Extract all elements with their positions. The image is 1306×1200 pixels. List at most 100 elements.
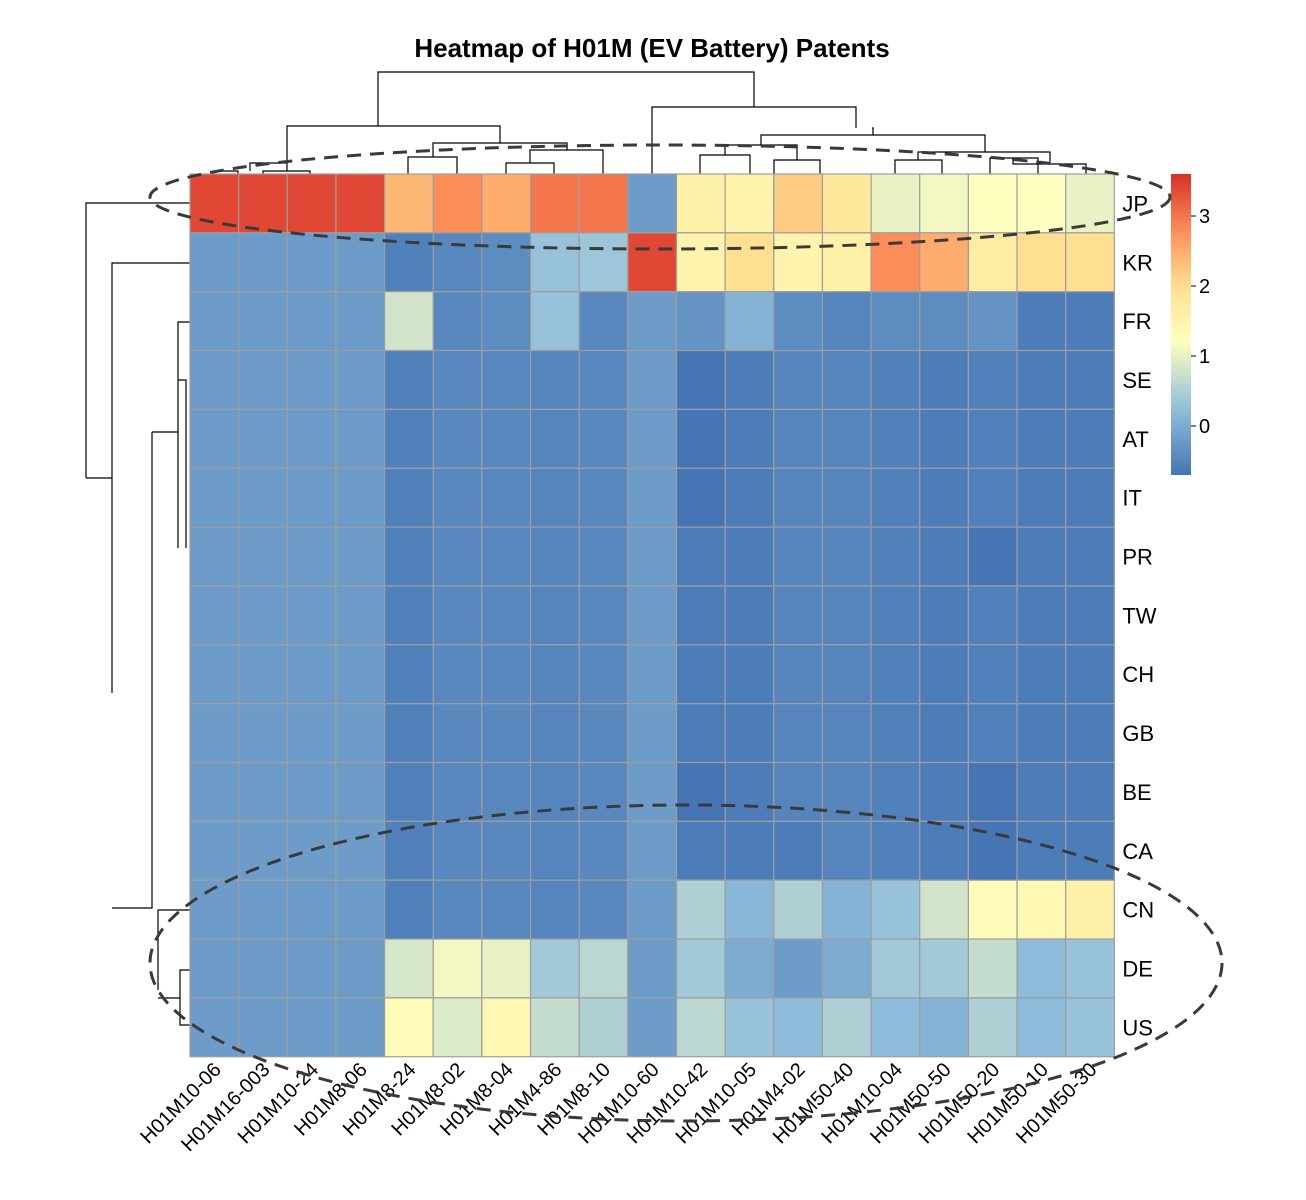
heatmap-cell-kr-2 — [287, 233, 336, 292]
heatmap-cell-se-5 — [433, 351, 482, 410]
heatmap-cell-ca-5 — [433, 821, 482, 880]
heatmap-cell-be-1 — [239, 763, 288, 822]
heatmap-cell-ch-1 — [239, 645, 288, 704]
heatmap-cell-jp-3 — [336, 174, 385, 233]
heatmap-cell-cn-12 — [774, 880, 823, 939]
row-label-de: DE — [1122, 957, 1153, 982]
column-dendrogram-branch-17 — [872, 128, 873, 135]
heatmap-cell-gb-5 — [433, 704, 482, 763]
heatmap-cell-se-15 — [920, 351, 969, 410]
heatmap-cell-kr-13 — [822, 233, 871, 292]
column-dendrogram-branch-7 — [287, 126, 500, 163]
heatmap-cell-cn-18 — [1066, 880, 1115, 939]
heatmap-cell-it-18 — [1066, 468, 1115, 527]
heatmap-cell-jp-8 — [579, 174, 628, 233]
heatmap-cell-se-14 — [871, 351, 920, 410]
heatmap-cell-de-12 — [774, 939, 823, 998]
heatmap-cell-ch-4 — [385, 645, 434, 704]
heatmap-cell-cn-13 — [822, 880, 871, 939]
heatmap-cell-ch-6 — [482, 645, 531, 704]
heatmap-cell-fr-2 — [287, 292, 336, 351]
row-label-kr: KR — [1122, 250, 1153, 275]
heatmap-cell-at-17 — [1017, 409, 1066, 468]
heatmap-cell-de-2 — [287, 939, 336, 998]
heatmap-cell-jp-9 — [628, 174, 677, 233]
row-labels: JPKRFRSEATITPRTWCHGBBECACNDEUS — [1122, 191, 1156, 1040]
row-dendrogram-branch-6 — [158, 910, 190, 990]
heatmap-cell-it-0 — [190, 468, 239, 527]
heatmap-cell-us-13 — [822, 998, 871, 1057]
heatmap-cell-de-16 — [968, 939, 1017, 998]
heatmap-cell-kr-11 — [725, 233, 774, 292]
heatmap-cell-fr-8 — [579, 292, 628, 351]
heatmap-cell-tw-0 — [190, 586, 239, 645]
heatmap-cell-it-7 — [531, 468, 580, 527]
heatmap-cell-jp-18 — [1066, 174, 1115, 233]
row-label-ca: CA — [1122, 839, 1153, 864]
heatmap-cell-us-4 — [385, 998, 434, 1057]
legend-tick-1: 1 — [1199, 346, 1210, 368]
color-legend: 0123 — [1171, 174, 1210, 475]
heatmap-cell-pr-2 — [287, 527, 336, 586]
heatmap-cell-se-0 — [190, 351, 239, 410]
heatmap-cell-ch-3 — [336, 645, 385, 704]
heatmap-cell-cn-14 — [871, 880, 920, 939]
heatmap-cell-us-12 — [774, 998, 823, 1057]
heatmap-cell-jp-5 — [433, 174, 482, 233]
heatmap-cell-tw-18 — [1066, 586, 1115, 645]
chart-title: Heatmap of H01M (EV Battery) Patents — [414, 33, 889, 63]
heatmap-cell-ch-8 — [579, 645, 628, 704]
heatmap-cell-at-11 — [725, 409, 774, 468]
heatmap-cell-at-16 — [968, 409, 1017, 468]
heatmap-cell-jp-16 — [968, 174, 1017, 233]
heatmap-cell-pr-16 — [968, 527, 1017, 586]
heatmap-cell-tw-14 — [871, 586, 920, 645]
heatmap-cell-pr-7 — [531, 527, 580, 586]
heatmap-cell-kr-3 — [336, 233, 385, 292]
heatmap-cell-be-11 — [725, 763, 774, 822]
heatmap-cell-cn-2 — [287, 880, 336, 939]
column-labels: H01M10-06H01M16-003H01M10-24H01M8-06H01M… — [136, 1059, 1101, 1156]
heatmap-cell-gb-14 — [871, 704, 920, 763]
heatmap-cell-cn-4 — [385, 880, 434, 939]
heatmap-cell-jp-14 — [871, 174, 920, 233]
heatmap-cell-ca-6 — [482, 821, 531, 880]
heatmap-cell-gb-12 — [774, 704, 823, 763]
heatmap-cell-cn-6 — [482, 880, 531, 939]
heatmap-cell-se-1 — [239, 351, 288, 410]
heatmap-cell-us-9 — [628, 998, 677, 1057]
heatmap-cell-de-7 — [531, 939, 580, 998]
heatmap-cell-jp-4 — [385, 174, 434, 233]
heatmap-cell-pr-17 — [1017, 527, 1066, 586]
heatmap-cell-ca-12 — [774, 821, 823, 880]
column-dendrogram-branch-16 — [761, 135, 985, 152]
heatmap-cell-de-18 — [1066, 939, 1115, 998]
heatmap-cell-se-17 — [1017, 351, 1066, 410]
heatmap-cell-cn-15 — [920, 880, 969, 939]
heatmap-cell-it-14 — [871, 468, 920, 527]
heatmap-cell-us-10 — [677, 998, 726, 1057]
row-label-ch: CH — [1122, 662, 1154, 687]
heatmap-cell-ch-0 — [190, 645, 239, 704]
row-label-fr: FR — [1122, 309, 1151, 334]
heatmap-cell-gb-8 — [579, 704, 628, 763]
heatmap-cell-pr-1 — [239, 527, 288, 586]
heatmap-cell-cn-5 — [433, 880, 482, 939]
heatmap-cell-de-10 — [677, 939, 726, 998]
heatmap-cell-tw-16 — [968, 586, 1017, 645]
heatmap-cell-ca-14 — [871, 821, 920, 880]
heatmap-cell-de-15 — [920, 939, 969, 998]
heatmap-cell-at-13 — [822, 409, 871, 468]
heatmap-cell-jp-11 — [725, 174, 774, 233]
heatmap-cell-it-2 — [287, 468, 336, 527]
heatmap-cell-kr-16 — [968, 233, 1017, 292]
heatmap-cell-at-4 — [385, 409, 434, 468]
heatmap-cell-be-3 — [336, 763, 385, 822]
heatmap-cell-de-6 — [482, 939, 531, 998]
heatmap-cell-gb-15 — [920, 704, 969, 763]
heatmap-cell-se-3 — [336, 351, 385, 410]
heatmap-cell-pr-3 — [336, 527, 385, 586]
row-dendrogram-branch-5 — [112, 432, 152, 908]
heatmap-cell-tw-5 — [433, 586, 482, 645]
heatmap-cell-de-5 — [433, 939, 482, 998]
